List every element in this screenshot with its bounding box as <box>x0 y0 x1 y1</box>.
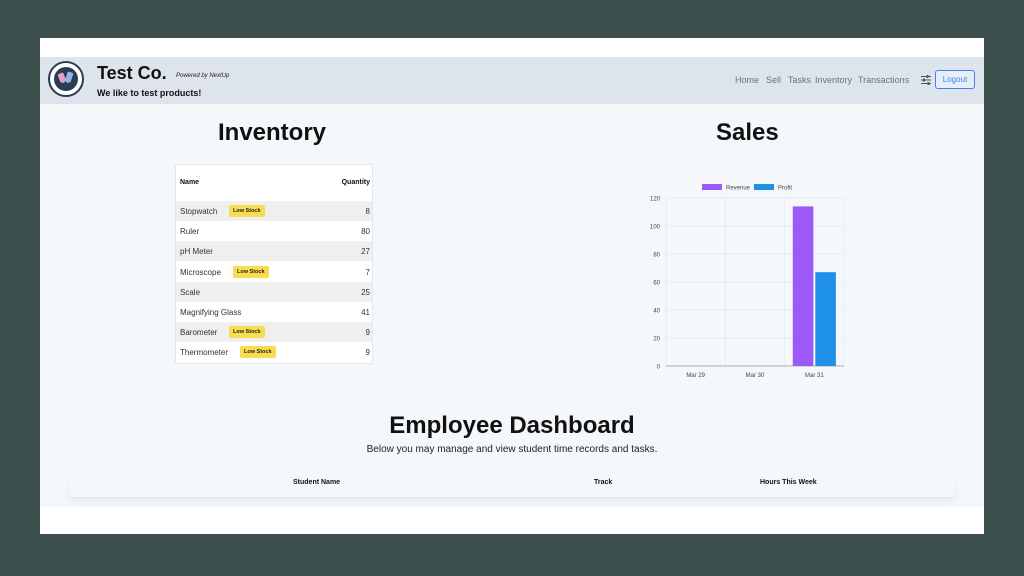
app-page: Test Co. Powered by NextUp We like to te… <box>40 57 984 507</box>
table-row[interactable]: Stopwatch Low Stock 8 <box>176 201 372 221</box>
x-tick-label: Mar 29 <box>686 373 705 379</box>
item-quantity: 7 <box>365 267 370 277</box>
column-header-student-name: Student Name <box>293 479 341 486</box>
y-tick-label: 20 <box>653 337 660 343</box>
item-quantity: 9 <box>365 348 370 358</box>
y-tick-label: 80 <box>653 253 660 259</box>
item-name: Ruler <box>180 227 200 237</box>
item-name: pH Meter <box>180 247 213 257</box>
nav-sell[interactable]: Sell <box>766 75 782 85</box>
table-row[interactable]: Barometer Low Stock 9 <box>176 322 372 343</box>
sales-title: Sales <box>716 119 779 146</box>
column-header-track: Track <box>594 479 613 486</box>
low-stock-badge: Low Stock <box>229 205 265 217</box>
legend-swatch <box>702 184 722 190</box>
table-row[interactable]: Scale 25 <box>176 281 372 302</box>
dashboard-table-header: Student Name Track Hours This Week <box>70 478 954 498</box>
browser-frame: Test Co. Powered by NextUp We like to te… <box>40 38 984 534</box>
y-tick-label: 40 <box>653 309 660 315</box>
column-header-quantity: Quantity <box>341 179 370 186</box>
item-quantity: 25 <box>361 287 370 297</box>
item-name: Scale <box>180 287 201 297</box>
item-quantity: 27 <box>361 247 370 257</box>
nav-home[interactable]: Home <box>735 75 760 85</box>
dashboard-title: Employee Dashboard <box>389 412 635 439</box>
nav-transactions[interactable]: Transactions <box>858 75 910 85</box>
item-name: Stopwatch <box>180 207 218 216</box>
item-name: Thermometer <box>180 348 229 358</box>
item-name: Barometer <box>180 328 218 338</box>
company-logo-icon[interactable] <box>48 61 84 97</box>
sales-chart: 0 20 40 60 80 100 120 Mar 29 Mar 30 Mar 31 Revenue… <box>650 184 845 379</box>
nav-tasks[interactable]: Tasks <box>788 75 812 85</box>
y-tick-label: 120 <box>650 197 661 203</box>
low-stock-badge: Low Stock <box>233 265 269 278</box>
sliders-icon[interactable] <box>919 73 933 87</box>
item-quantity: 41 <box>361 308 370 317</box>
item-quantity: 8 <box>365 207 370 216</box>
column-header-name: Name <box>180 179 200 186</box>
bar-profit <box>815 272 836 366</box>
bar-revenue <box>792 206 814 366</box>
table-row[interactable]: pH Meter 27 <box>176 241 372 262</box>
table-row[interactable]: Thermometer Low Stock 9 <box>176 342 372 362</box>
dashboard-subtitle: Below you may manage and view student ti… <box>366 444 658 455</box>
x-tick-label: Mar 30 <box>746 373 765 379</box>
item-name: Microscope <box>180 267 221 277</box>
brand-name: Test Co. <box>97 63 167 83</box>
item-quantity: 80 <box>361 227 370 237</box>
legend-label: Profit <box>778 186 792 192</box>
logout-button[interactable]: Logout <box>935 70 975 89</box>
y-tick-label: 100 <box>650 225 661 231</box>
low-stock-badge: Low Stock <box>229 326 265 339</box>
navbar: Test Co. Powered by NextUp We like to te… <box>40 57 984 104</box>
inventory-table: Name Quantity Stopwatch Low Stock 8 Ruler 80… <box>175 164 373 364</box>
item-quantity: 9 <box>365 328 370 338</box>
table-row[interactable]: Microscope Low Stock 7 <box>176 262 372 282</box>
table-row[interactable]: Magnifying Glass 41 <box>176 302 372 322</box>
column-header-hours: Hours This Week <box>760 479 817 486</box>
inventory-title: Inventory <box>218 119 327 146</box>
y-tick-label: 0 <box>657 365 661 371</box>
table-row[interactable]: Ruler 80 <box>176 221 372 241</box>
low-stock-badge: Low Stock <box>240 346 276 359</box>
powered-by-text: Powered by NextUp <box>176 73 230 79</box>
nav-inventory[interactable]: Inventory <box>815 75 853 85</box>
tagline: We like to test products! <box>97 88 202 98</box>
y-tick-label: 60 <box>653 281 660 287</box>
inventory-table-header: Name Quantity <box>176 165 372 201</box>
x-tick-label: Mar 31 <box>805 373 824 379</box>
legend-swatch <box>754 184 774 190</box>
legend-label: Revenue <box>726 186 751 192</box>
item-name: Magnifying Glass <box>180 308 242 317</box>
